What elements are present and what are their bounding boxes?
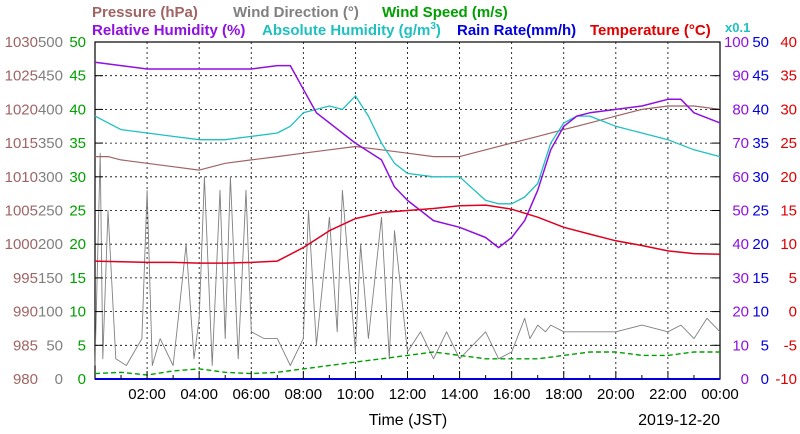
x-tick-label: 18:00: [545, 386, 583, 403]
y-tick-label-temperature: 40: [780, 34, 797, 51]
grid: [95, 42, 720, 379]
y-tick-label-temperature: 25: [780, 135, 797, 152]
title-rain: Rain Rate(mm/h): [457, 22, 576, 39]
y-tick-label-temperature: -10: [775, 371, 797, 388]
y-tick-label-rain: 30: [752, 169, 769, 186]
y-tick-label-humidity: 10: [732, 337, 749, 354]
y-tick-label-wind-speed: 0: [78, 371, 86, 388]
y-tick-label-temperature: 30: [780, 101, 797, 118]
y-tick-label-rain: 45: [752, 68, 769, 85]
y-tick-label-temperature: 35: [780, 68, 797, 85]
y-tick-label-humidity: 50: [732, 203, 749, 220]
series-line-wind-direction: [94, 152, 721, 366]
y-tick-label-wind-direction: 50: [46, 337, 63, 354]
y-tick-label-humidity: 60: [732, 169, 749, 186]
title-pressure: Pressure (hPa): [92, 4, 198, 21]
x-tick-label: 10:00: [337, 386, 375, 403]
y-tick-label-wind-speed: 5: [78, 337, 86, 354]
y-tick-label-pressure: 1030: [5, 34, 38, 51]
y-tick-label-humidity: 100: [724, 34, 749, 51]
series-line-humidity: [94, 61, 721, 249]
multiplier-label: x0.1: [725, 20, 750, 35]
y-tick-label-wind-direction: 400: [38, 101, 63, 118]
x-tick-label: 08:00: [285, 386, 323, 403]
y-tick-label-temperature: 15: [780, 203, 797, 220]
y-tick-label-humidity: 90: [732, 68, 749, 85]
title-temperature: Temperature (°C): [590, 22, 711, 39]
y-tick-label-wind-speed: 30: [69, 169, 86, 186]
x-axis-label: Time (JST): [369, 412, 448, 429]
y-tick-label-pressure: 1025: [5, 68, 38, 85]
title-wind-direction: Wind Direction (°): [233, 4, 359, 21]
y-tick-label-humidity: 40: [732, 236, 749, 253]
y-tick-label-humidity: 20: [732, 304, 749, 321]
y-tick-label-pressure: 980: [13, 371, 38, 388]
y-tick-label-pressure: 995: [13, 270, 38, 287]
y-tick-label-humidity: 80: [732, 101, 749, 118]
x-tick-label: 22:00: [649, 386, 687, 403]
y-tick-label-wind-direction: 450: [38, 68, 63, 85]
y-tick-label-temperature: -5: [784, 337, 797, 354]
y-tick-label-wind-direction: 200: [38, 236, 63, 253]
x-tick-label: 02:00: [128, 386, 166, 403]
y-tick-label-rain: 10: [752, 304, 769, 321]
series-line-temperature: [94, 204, 721, 264]
y-tick-label-pressure: 985: [13, 337, 38, 354]
y-tick-label-wind-direction: 350: [38, 135, 63, 152]
x-tick-label: 06:00: [232, 386, 270, 403]
y-tick-label-wind-direction: 500: [38, 34, 63, 51]
y-tick-label-pressure: 1000: [5, 236, 38, 253]
y-tick-label-rain: 20: [752, 236, 769, 253]
y-tick-label-humidity: 30: [732, 270, 749, 287]
y-tick-label-rain: 50: [752, 34, 769, 51]
x-tick-label: 14:00: [441, 386, 479, 403]
y-tick-label-temperature: 20: [780, 169, 797, 186]
title-wind-speed: Wind Speed (m/s): [382, 4, 508, 21]
y-tick-label-pressure: 1010: [5, 169, 38, 186]
y-tick-label-wind-speed: 25: [69, 203, 86, 220]
y-tick-label-pressure: 1015: [5, 135, 38, 152]
y-tick-label-pressure: 1005: [5, 203, 38, 220]
y-tick-label-rain: 40: [752, 101, 769, 118]
y-tick-label-temperature: 5: [789, 270, 797, 287]
y-tick-label-pressure: 990: [13, 304, 38, 321]
y-tick-label-wind-direction: 300: [38, 169, 63, 186]
x-tick-label: 16:00: [493, 386, 531, 403]
y-tick-label-rain: 0: [761, 371, 769, 388]
y-tick-label-wind-direction: 0: [55, 371, 63, 388]
y-tick-label-wind-speed: 20: [69, 236, 86, 253]
x-tick-label: 20:00: [597, 386, 635, 403]
series-line-wind-speed: [94, 351, 720, 376]
y-tick-label-wind-speed: 45: [69, 68, 86, 85]
axes-layer: 02:00 04:00 06:00 08:00 10:00 12:00 14:00 16:00…: [5, 34, 797, 403]
y-tick-label-wind-speed: 10: [69, 304, 86, 321]
y-tick-label-rain: 35: [752, 135, 769, 152]
x-tick-label: 00:00: [701, 386, 739, 403]
series-line-pressure: [95, 105, 721, 171]
y-tick-label-wind-direction: 150: [38, 270, 63, 287]
y-tick-label-wind-direction: 100: [38, 304, 63, 321]
y-tick-label-wind-speed: 15: [69, 270, 86, 287]
y-tick-label-wind-speed: 40: [69, 101, 86, 118]
y-tick-label-humidity: 0: [741, 371, 749, 388]
y-tick-label-temperature: 10: [780, 236, 797, 253]
y-tick-label-wind-direction: 250: [38, 203, 63, 220]
date-label: 2019-12-20: [638, 412, 720, 429]
title-abs-humidity: Absolute Humidity (g/m3): [262, 21, 441, 39]
series-line-abs-humidity: [94, 95, 721, 205]
y-tick-label-wind-speed: 35: [69, 135, 86, 152]
x-tick-label: 12:00: [389, 386, 427, 403]
y-tick-label-rain: 5: [761, 337, 769, 354]
x-tick-label: 04:00: [180, 386, 218, 403]
y-tick-label-humidity: 70: [732, 135, 749, 152]
title-humidity: Relative Humidity (%): [92, 22, 245, 39]
y-tick-label-rain: 15: [752, 270, 769, 287]
y-tick-label-wind-speed: 50: [69, 34, 86, 51]
y-tick-label-pressure: 1020: [5, 101, 38, 118]
y-tick-label-temperature: 0: [789, 304, 797, 321]
y-tick-label-rain: 25: [752, 203, 769, 220]
